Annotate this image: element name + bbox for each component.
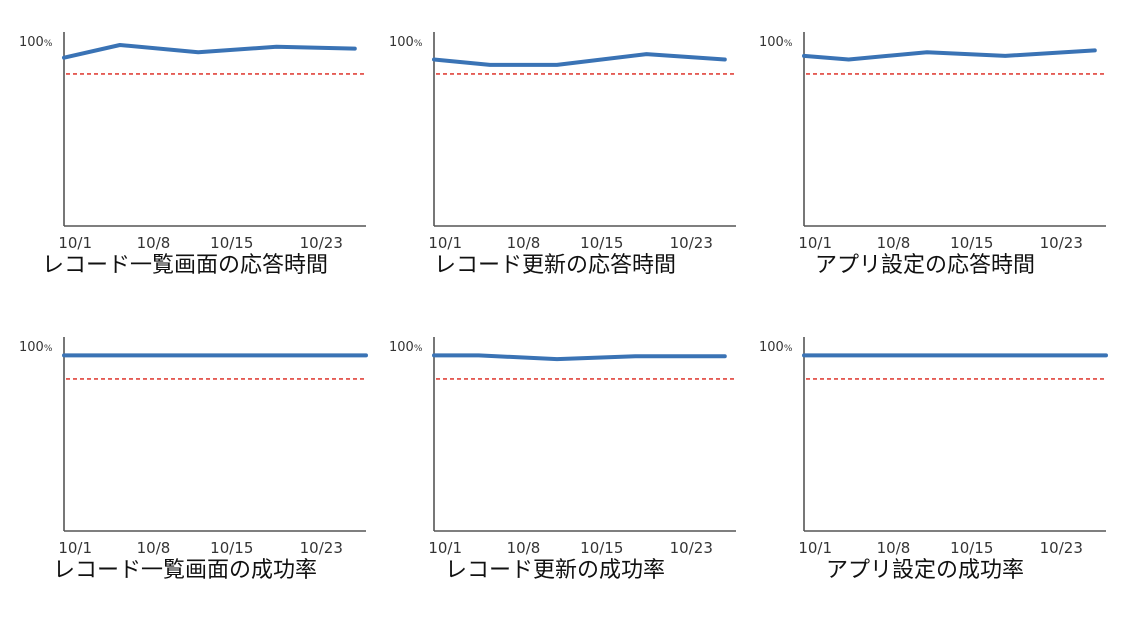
x-tick-label: 10/15 xyxy=(210,234,253,250)
chart-panel: 100% 10/1 10/8 10/15 10/23 レコード更新の応答時間 xyxy=(370,0,740,290)
x-tick-label: 10/1 xyxy=(428,539,462,555)
x-tick-label: 10/1 xyxy=(58,539,92,555)
y-tick-label: 100% xyxy=(19,35,53,50)
chart-panel: 100% 10/1 10/8 10/15 10/23 レコード一覧画面の成功率 xyxy=(0,305,370,595)
y-tick-label: 100% xyxy=(389,35,423,50)
x-tick-label: 10/15 xyxy=(210,539,253,555)
series-line xyxy=(62,43,357,60)
chart-svg: 100% 10/1 10/8 10/15 10/23 xyxy=(19,32,366,250)
chart-svg: 100% 10/1 10/8 10/15 10/23 xyxy=(389,337,736,555)
x-tick-label: 10/8 xyxy=(137,234,171,250)
x-tick-label: 10/23 xyxy=(670,539,713,555)
chart-panel: 100% 10/1 10/8 10/15 10/23 アプリ設定の成功率 xyxy=(740,305,1110,595)
x-tick-label: 10/1 xyxy=(798,539,832,555)
chart-panel: 100% 10/1 10/8 10/15 10/23 アプリ設定の応答時間 xyxy=(740,0,1110,290)
chart-title: レコード一覧画面の成功率 xyxy=(52,558,317,583)
series-line xyxy=(432,353,727,362)
chart-title: アプリ設定の応答時間 xyxy=(814,253,1035,278)
x-tick-label: 10/1 xyxy=(428,234,462,250)
chart-svg: 100% 10/1 10/8 10/15 10/23 xyxy=(19,337,368,555)
y-tick-label: 100% xyxy=(389,340,423,355)
x-tick-label: 10/1 xyxy=(798,234,832,250)
chart-svg: 100% 10/1 10/8 10/15 10/23 xyxy=(759,337,1108,555)
series-line xyxy=(802,48,1097,62)
x-tick-label: 10/23 xyxy=(1040,234,1083,250)
x-tick-label: 10/8 xyxy=(507,539,541,555)
chart-panel: 100% 10/1 10/8 10/15 10/23 レコード更新の成功率 xyxy=(370,305,740,595)
x-tick-label: 10/23 xyxy=(300,234,343,250)
series-line xyxy=(432,52,727,67)
x-tick-label: 10/8 xyxy=(877,539,911,555)
x-tick-label: 10/1 xyxy=(58,234,92,250)
chart-svg: 100% 10/1 10/8 10/15 10/23 xyxy=(759,32,1106,250)
chart-svg: 100% 10/1 10/8 10/15 10/23 xyxy=(389,32,736,250)
y-tick-label: 100% xyxy=(759,340,793,355)
x-tick-label: 10/15 xyxy=(950,234,993,250)
x-tick-label: 10/8 xyxy=(137,539,171,555)
chart-panel: 100% 10/1 10/8 10/15 10/23 レコード一覧画面の応答時間 xyxy=(0,0,370,290)
y-tick-label: 100% xyxy=(19,340,53,355)
x-tick-label: 10/23 xyxy=(670,234,713,250)
x-tick-label: 10/15 xyxy=(580,539,623,555)
chart-title: レコード更新の成功率 xyxy=(444,558,665,583)
x-tick-label: 10/15 xyxy=(950,539,993,555)
y-tick-label: 100% xyxy=(759,35,793,50)
x-tick-label: 10/15 xyxy=(580,234,623,250)
x-tick-label: 10/8 xyxy=(877,234,911,250)
x-tick-label: 10/23 xyxy=(1040,539,1083,555)
chart-title: アプリ設定の成功率 xyxy=(825,558,1024,583)
x-tick-label: 10/23 xyxy=(300,539,343,555)
x-tick-label: 10/8 xyxy=(507,234,541,250)
chart-title: レコード一覧画面の応答時間 xyxy=(41,253,328,278)
chart-title: レコード更新の応答時間 xyxy=(433,253,676,278)
